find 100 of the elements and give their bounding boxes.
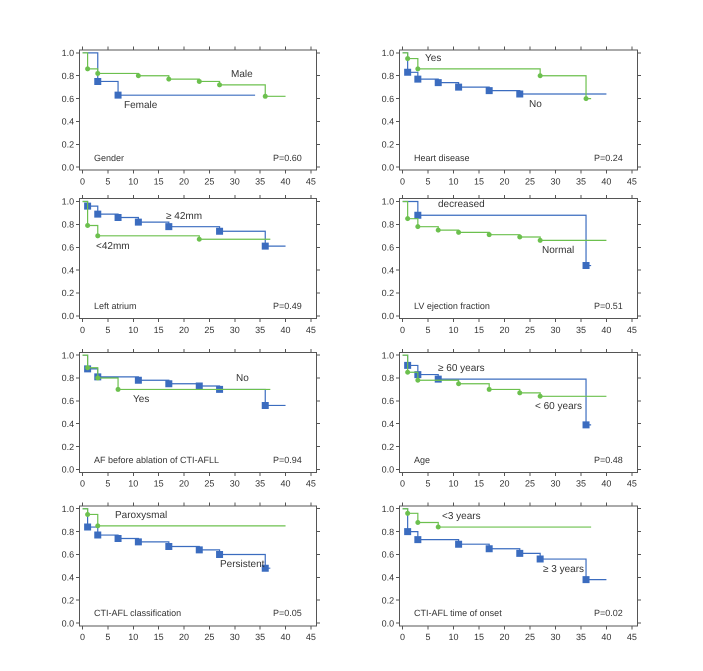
y-tick-label: 1.0 [62, 48, 74, 58]
series-label: decreased [438, 199, 485, 210]
x-tick-label: 30 [550, 176, 560, 186]
x-tick-label: 30 [230, 632, 240, 642]
x-tick-label: 10 [448, 632, 459, 642]
point [85, 223, 90, 228]
y-tick-label: 0.2 [62, 288, 74, 298]
x-tick-label: 5 [105, 176, 110, 186]
annotation: P=0.02 [594, 608, 623, 618]
point [405, 510, 410, 516]
point [415, 520, 420, 525]
y-tick-label: 0.0 [382, 618, 394, 628]
y-tick-label: 0.8 [382, 220, 394, 230]
annotation: P=0.49 [273, 301, 302, 311]
x-tick-label: 45 [626, 324, 637, 335]
point [405, 56, 410, 62]
point [538, 238, 543, 243]
point [516, 550, 524, 557]
x-tick-label: 5 [105, 478, 110, 489]
series-label: No [529, 99, 542, 110]
x-tick-label: 25 [204, 632, 214, 642]
point [114, 534, 122, 542]
x-tick-label: 30 [550, 324, 560, 335]
y-tick-label: 0.4 [62, 116, 74, 127]
series-label: < 60 years [535, 401, 582, 412]
x-tick-label: 45 [626, 632, 637, 642]
series-label: <3 years [442, 511, 481, 522]
y-tick-label: 0.8 [62, 70, 74, 81]
x-tick-label: 5 [426, 176, 431, 186]
y-tick-label: 0.4 [62, 418, 74, 429]
point [217, 82, 222, 88]
x-tick-label: 35 [576, 324, 586, 335]
point [84, 524, 92, 531]
series-label: Yes [425, 53, 442, 64]
point [95, 70, 100, 76]
series-label: ≥ 42mm [166, 211, 202, 222]
y-tick-label: 1.0 [62, 504, 74, 514]
annotation: CTI-AFL time of onset [414, 608, 502, 618]
point [582, 576, 590, 584]
x-tick-label: 20 [499, 632, 510, 642]
point [538, 394, 543, 399]
x-tick-label: 30 [230, 478, 240, 489]
point [414, 76, 422, 83]
y-tick-label: 0.0 [62, 618, 74, 628]
y-tick-label: 0.0 [62, 162, 74, 172]
x-tick-label: 25 [524, 176, 535, 186]
x-tick-label: 10 [128, 632, 138, 642]
x-tick-label: 15 [474, 478, 484, 489]
point [94, 210, 102, 218]
point [196, 78, 202, 84]
series-label: ≥ 3 years [543, 564, 584, 575]
point [262, 402, 269, 409]
point [405, 216, 410, 222]
annotation: P=0.05 [273, 608, 302, 618]
x-tick-label: 10 [448, 176, 459, 186]
point [517, 234, 522, 240]
point [262, 242, 269, 250]
x-tick-label: 40 [601, 176, 612, 186]
x-tick-label: 25 [524, 632, 535, 642]
x-tick-label: 20 [179, 324, 190, 335]
point [414, 212, 422, 219]
annotation: P=0.24 [594, 153, 623, 163]
y-tick-label: 0.2 [62, 139, 74, 150]
annotation: P=0.94 [273, 455, 302, 465]
point [582, 262, 590, 270]
x-tick-label: 40 [601, 324, 612, 335]
point [456, 230, 462, 235]
x-tick-label: 10 [448, 324, 459, 335]
series-label: Yes [133, 394, 150, 405]
x-tick-label: 0 [400, 632, 406, 642]
x-tick-label: 40 [280, 478, 291, 489]
annotation: Gender [94, 153, 124, 163]
x-tick-label: 20 [179, 176, 190, 186]
point [114, 92, 122, 99]
annotation: LV ejection fraction [414, 301, 490, 311]
y-tick-label: 1.0 [382, 504, 394, 514]
y-tick-label: 1.0 [62, 350, 74, 360]
annotation: CTI-AFL classification [94, 608, 182, 618]
x-tick-label: 45 [626, 478, 637, 489]
point [536, 556, 544, 563]
y-tick-label: 1.0 [62, 196, 74, 207]
point [166, 76, 172, 82]
point [404, 528, 412, 536]
point [436, 524, 441, 530]
point [415, 66, 420, 72]
y-tick-label: 0.4 [62, 265, 74, 276]
x-tick-label: 20 [179, 632, 190, 642]
x-tick-label: 40 [280, 632, 291, 642]
point [216, 550, 224, 558]
x-tick-label: 15 [474, 324, 484, 335]
annotation: P=0.60 [273, 153, 302, 163]
y-tick-label: 0.2 [62, 442, 74, 452]
x-tick-label: 0 [80, 478, 86, 489]
x-tick-label: 35 [255, 478, 266, 489]
annotation: P=0.48 [594, 455, 623, 465]
x-tick-label: 25 [204, 478, 214, 489]
x-tick-label: 20 [499, 478, 510, 489]
y-tick-label: 0.6 [62, 550, 74, 560]
point [516, 90, 524, 98]
y-tick-label: 0.2 [382, 139, 394, 150]
